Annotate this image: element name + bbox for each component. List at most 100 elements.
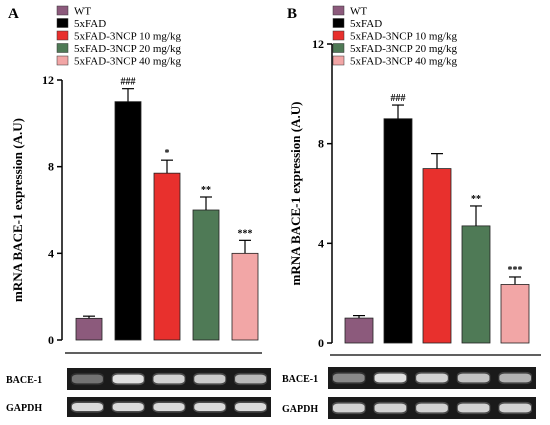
blot-band <box>194 374 226 384</box>
legend-entry: 5xFAD-3NCP 40 mg/kg <box>74 56 181 68</box>
blot-band-glow <box>498 371 533 385</box>
blot-bace-1: BACE-1 <box>6 368 271 390</box>
blot-band <box>71 403 103 411</box>
y-tick-label: 0 <box>318 336 324 350</box>
legend-swatch <box>332 30 345 41</box>
legend-swatch <box>332 5 345 16</box>
blot-band <box>374 403 407 413</box>
legend-entry: 5xFAD-3NCP 20 mg/kg <box>350 43 457 55</box>
significance-label: ** <box>471 194 481 205</box>
y-axis-label: mRNA BACE-1 expression (A.U) <box>288 102 303 286</box>
legend-entry: 5xFAD <box>74 18 106 30</box>
blot-label: GAPDH <box>6 403 42 414</box>
blot-band-glow <box>456 371 491 385</box>
significance-label: *** <box>508 265 523 276</box>
legend-entry: 5xFAD <box>350 18 382 30</box>
blot-gapdh: GAPDH <box>6 397 271 417</box>
blot-band <box>499 403 532 413</box>
panel-letter: B <box>287 6 297 22</box>
blot-band-glow <box>234 401 268 413</box>
bar <box>153 172 181 341</box>
blot-label: GAPDH <box>282 404 318 415</box>
blot-band <box>332 373 365 383</box>
blot-band <box>416 403 448 413</box>
legend-entry: WT <box>350 6 367 18</box>
bar <box>114 101 142 341</box>
significance-label: ### <box>391 93 406 104</box>
bar <box>192 209 220 341</box>
significance-label: ** <box>201 185 211 196</box>
blot-band-glow <box>70 372 104 386</box>
bar <box>500 284 530 344</box>
blot-band <box>235 403 267 411</box>
bar <box>75 317 103 341</box>
legend-swatch <box>332 18 345 28</box>
blot-band-glow <box>152 401 186 413</box>
significance-label: ### <box>121 77 136 88</box>
blot-band <box>112 403 144 411</box>
legend-entry: 5xFAD-3NCP 20 mg/kg <box>74 43 181 55</box>
y-tick-label: 12 <box>42 73 54 87</box>
blot-label: BACE-1 <box>6 375 42 386</box>
y-tick-label: 8 <box>48 160 54 174</box>
y-tick-label: 8 <box>318 137 324 151</box>
blot-band-glow <box>415 371 449 385</box>
legend-swatch <box>56 43 69 53</box>
blot-band-glow <box>193 401 227 413</box>
legend-swatch <box>56 30 69 41</box>
blot-label: BACE-1 <box>282 374 318 385</box>
blot-band <box>194 403 226 411</box>
blot-band <box>153 403 185 411</box>
bar <box>461 225 491 344</box>
blot-band-glow <box>193 372 227 386</box>
y-tick-label: 0 <box>48 333 54 347</box>
y-axis-label: mRNA BACE-1 expression (A.U) <box>10 118 25 302</box>
blot-band <box>499 373 532 383</box>
legend-swatch <box>56 5 69 16</box>
bar <box>344 317 374 344</box>
blot-band-glow <box>111 401 145 413</box>
blot-gapdh: GAPDH <box>282 397 536 419</box>
legend-entry: 5xFAD-3NCP 40 mg/kg <box>350 56 457 68</box>
significance-label: * <box>165 148 170 159</box>
legend-entry: 5xFAD-3NCP 10 mg/kg <box>350 31 457 43</box>
blot-band-glow <box>373 401 408 415</box>
significance-label: *** <box>238 228 253 239</box>
blot-band-glow <box>152 372 186 386</box>
panel-letter: A <box>8 6 19 22</box>
legend-swatch <box>56 55 69 66</box>
blot-band <box>153 374 185 384</box>
legend-swatch <box>332 55 345 66</box>
blot-band <box>332 403 365 413</box>
blot-band-glow <box>111 372 145 386</box>
blot-band <box>457 403 490 413</box>
blot-band-glow <box>498 401 533 415</box>
blot-band-glow <box>415 401 449 415</box>
blot-band <box>457 373 490 383</box>
blot-band-glow <box>234 372 268 386</box>
y-tick-label: 4 <box>318 236 324 250</box>
blot-band-glow <box>373 371 408 385</box>
blot-band <box>71 374 103 384</box>
blot-band-glow <box>456 401 491 415</box>
blot-band-glow <box>70 401 104 413</box>
bar <box>383 118 413 344</box>
legend-swatch <box>332 43 345 53</box>
legend-entry: WT <box>74 6 91 18</box>
blot-band-glow <box>331 371 366 385</box>
legend-swatch <box>56 18 69 28</box>
bar <box>231 252 259 341</box>
y-tick-label: 12 <box>312 37 324 51</box>
legend-entry: 5xFAD-3NCP 10 mg/kg <box>74 31 181 43</box>
y-tick-label: 4 <box>48 246 54 260</box>
blot-band-glow <box>331 401 366 415</box>
blot-band <box>374 373 407 383</box>
blot-band <box>235 374 267 384</box>
blot-band <box>112 374 144 384</box>
bar <box>422 168 452 344</box>
